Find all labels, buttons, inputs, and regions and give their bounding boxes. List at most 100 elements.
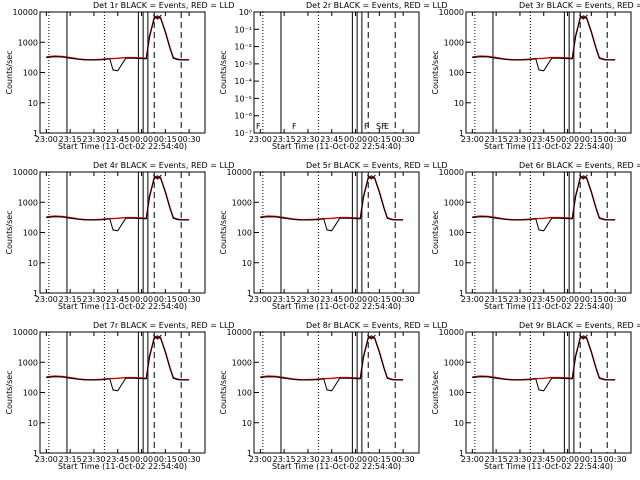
panel-8-xlabel: Start Time (11-Oct-02 22:54:40) [272,462,401,471]
panel-7-xtick-label-1: 23:15 [59,455,82,464]
panel-9-xtick-label-3: 23:45 [532,455,555,464]
panel-6-xtick-label-3: 23:45 [532,295,555,304]
panel-2-ytick-label-0: 10⁻⁷ [234,129,252,138]
panel-2-xtick-label-3: 23:45 [320,135,343,144]
panel-1-xtick-label-5: 00:15 [154,135,177,144]
panel-3-xtick-label-1: 23:15 [485,135,508,144]
panel-1-ytick-label-4: 10000 [13,8,38,17]
panel-4-peak-marker [153,174,162,180]
panel-5-ylabel: Counts/sec [219,210,228,254]
panel-1-ytick-label-2: 100 [23,69,38,78]
panel-9-xtick-label-4: 00:00 [556,455,579,464]
panel-4-series-lld [46,175,190,221]
panel-7-xtick-label-0: 23:00 [35,455,58,464]
panel-5-series-lld [260,175,404,221]
panel-8-frame [253,331,420,454]
panel-9-ytick-label-4: 10000 [439,328,464,337]
panel-7-ytick-label-4: 10000 [13,328,38,337]
panel-1-xlabel: Start Time (11-Oct-02 22:54:40) [58,142,187,151]
panel-4-ytick-label-0: 1 [33,289,38,298]
panel-5-series-events [260,176,404,232]
panel-9-xtick-label-6: 00:30 [604,455,627,464]
panel-8-series-lld [260,335,404,381]
panel-9-xtick-label-5: 00:15 [580,455,603,464]
panel-7-xlabel: Start Time (11-Oct-02 22:54:40) [58,462,187,471]
panel-2-ylabel: Counts/sec [219,50,228,94]
panel-3-ytick-label-2: 100 [449,69,464,78]
panel-1-frame [39,11,206,134]
panel-9-title: Det 9r BLACK = Events, RED = LLD [519,321,640,330]
panel-2-annotation-1: F [292,122,297,131]
panel-5-xtick-label-5: 00:15 [368,295,391,304]
panel-8-series-events [260,336,404,392]
panel-5-title: Det 5r BLACK = Events, RED = LLD [306,161,448,170]
panel-9-ytick-label-0: 1 [459,449,464,458]
panel-6-title: Det 6r BLACK = Events, RED = LLD [519,161,640,170]
panel-7-xtick-label-5: 00:15 [154,455,177,464]
panel-3-title: Det 3r BLACK = Events, RED = LLD [519,1,640,10]
panel-1-xtick-label-3: 23:45 [106,135,129,144]
panel-4-frame [39,171,206,294]
panel-5-xtick-label-0: 23:00 [249,295,272,304]
panel-3-series-events [472,16,616,72]
panel-5-ytick-label-0: 1 [247,289,252,298]
panel-7-ytick-label-0: 1 [33,449,38,458]
panel-2-title: Det 2r BLACK = Events, RED = LLD [306,1,448,10]
panel-2-xtick-label-6: 00:30 [392,135,415,144]
panel-1-title: Det 1r BLACK = Events, RED = LLD [93,1,235,10]
panel-4-xtick-label-1: 23:15 [59,295,82,304]
panel-7-series-lld [46,335,190,381]
panel-6-ytick-label-2: 100 [449,229,464,238]
panel-7-ytick-label-3: 1000 [18,358,38,367]
panel-7-xtick-label-6: 00:30 [178,455,201,464]
panel-6-series-events [472,176,616,232]
panel-6-ytick-label-3: 1000 [444,198,464,207]
panel-2-ytick-label-2: 10⁻⁵ [234,94,252,103]
panel-7-peak-marker [153,334,162,340]
panel-1-series-events [46,16,190,72]
panel-3-ytick-label-1: 10 [454,99,464,108]
panel-9-series-events [472,336,616,392]
panel-1-xtick-label-1: 23:15 [59,135,82,144]
panel-7-ytick-label-2: 100 [23,389,38,398]
panel-6-xtick-label-6: 00:30 [604,295,627,304]
panel-2-frame [253,11,420,134]
panel-2-annotation-4: E [384,122,389,131]
panel-6-frame [465,171,632,294]
panel-2-annotation-2: F [364,122,369,131]
panel-7-frame [39,331,206,454]
panel-4-ytick-label-4: 10000 [13,168,38,177]
panel-2-ytick-label-3: 10⁻⁴ [234,77,252,86]
panel-3-frame [465,11,632,134]
panel-4-ylabel: Counts/sec [5,210,14,254]
panel-9-ytick-label-2: 100 [449,389,464,398]
panel-3-ytick-label-0: 1 [459,129,464,138]
panel-9-ytick-label-1: 10 [454,419,464,428]
panel-3-xtick-label-3: 23:45 [532,135,555,144]
panel-4-ytick-label-2: 100 [23,229,38,238]
panel-1-ytick-label-1: 10 [28,99,38,108]
panel-4-ytick-label-3: 1000 [18,198,38,207]
panel-5-peak-marker [367,174,376,180]
panel-3-series-lld [472,15,616,61]
panel-2-annotation-3: SF [376,122,386,131]
panel-2-ytick-label-6: 10⁻¹ [234,25,252,34]
panel-7-xtick-label-2: 23:30 [82,455,105,464]
panel-5-ytick-label-4: 10000 [227,168,252,177]
panel-4-ytick-label-1: 10 [28,259,38,268]
panel-4-title: Det 4r BLACK = Events, RED = LLD [93,161,235,170]
panel-1-xtick-label-6: 00:30 [178,135,201,144]
panel-3-ylabel: Counts/sec [431,50,440,94]
panel-1-ylabel: Counts/sec [5,50,14,94]
panel-8-xtick-label-2: 23:30 [296,455,319,464]
panel-7-ylabel: Counts/sec [5,370,14,414]
panel-8-ytick-label-1: 10 [242,419,252,428]
panel-2-xtick-label-4: 00:00 [344,135,367,144]
panel-9-xtick-label-1: 23:15 [485,455,508,464]
panel-5-ytick-label-2: 100 [237,229,252,238]
panel-5-xtick-label-3: 23:45 [320,295,343,304]
panel-9-ytick-label-3: 1000 [444,358,464,367]
panel-6-ytick-label-1: 10 [454,259,464,268]
panel-1-peak-marker [153,14,162,20]
